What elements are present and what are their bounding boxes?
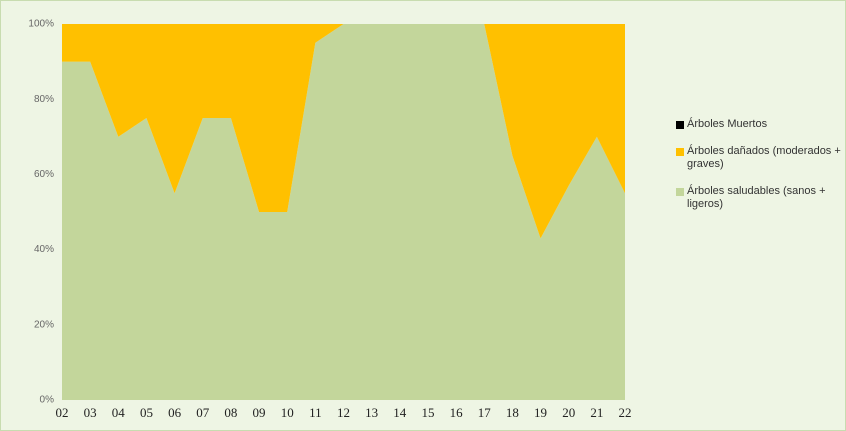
x-tick-label: 07 bbox=[196, 405, 210, 420]
legend-label: Árboles Muertos bbox=[687, 118, 768, 130]
x-tick-label: 03 bbox=[84, 405, 97, 420]
legend-label: Árboles saludables (sanos + ligeros) bbox=[687, 185, 826, 210]
x-tick-label: 04 bbox=[112, 405, 126, 420]
y-tick-label: 100% bbox=[28, 19, 54, 30]
x-tick-label: 17 bbox=[478, 405, 492, 420]
legend-swatch bbox=[676, 148, 684, 156]
legend: Árboles Muertos Árboles dañados (moderado… bbox=[676, 118, 846, 225]
y-tick-label: 40% bbox=[34, 244, 54, 255]
legend-swatch bbox=[676, 121, 684, 129]
x-tick-label: 14 bbox=[393, 405, 407, 420]
x-tick-label: 10 bbox=[281, 405, 294, 420]
legend-swatch bbox=[676, 188, 684, 196]
area bbox=[62, 24, 625, 239]
x-tick-label: 09 bbox=[253, 405, 266, 420]
x-tick-label: 11 bbox=[309, 405, 322, 420]
x-tick-label: 15 bbox=[421, 405, 434, 420]
legend-item: Árboles saludables (sanos + ligeros) bbox=[676, 185, 845, 211]
y-tick-label: 20% bbox=[34, 319, 54, 330]
legend-label: Árboles dañados (moderados + graves) bbox=[687, 145, 841, 170]
x-tick-label: 21 bbox=[590, 405, 603, 420]
x-tick-label: 02 bbox=[56, 405, 69, 420]
x-tick-label: 12 bbox=[337, 405, 350, 420]
x-tick-label: 08 bbox=[224, 405, 237, 420]
y-tick-label: 80% bbox=[34, 94, 54, 105]
x-tick-label: 13 bbox=[365, 405, 378, 420]
x-tick-label: 16 bbox=[450, 405, 464, 420]
x-tick-label: 19 bbox=[534, 405, 547, 420]
x-tick-label: 05 bbox=[140, 405, 153, 420]
x-tick-label: 22 bbox=[619, 405, 632, 420]
legend-item: Árboles dañados (moderados + graves) bbox=[676, 145, 845, 171]
x-tick-label: 18 bbox=[506, 405, 519, 420]
x-tick-label: 20 bbox=[562, 405, 575, 420]
y-tick-label: 60% bbox=[34, 169, 54, 180]
legend-item: Árboles Muertos bbox=[676, 118, 845, 131]
y-tick-label: 0% bbox=[40, 395, 55, 406]
x-tick-label: 06 bbox=[168, 405, 182, 420]
